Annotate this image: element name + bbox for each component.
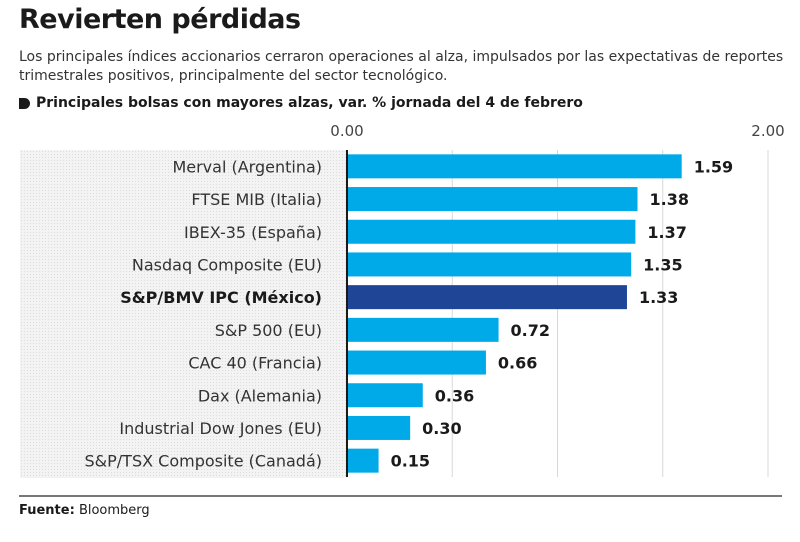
- category-label: Industrial Dow Jones (EU): [119, 419, 322, 438]
- bar: [347, 154, 682, 179]
- value-label: 1.38: [649, 190, 688, 209]
- bar: [347, 383, 423, 408]
- footer-divider: [19, 495, 782, 497]
- source-value: Bloomberg: [78, 503, 150, 518]
- chart-title: Revierten pérdidas: [19, 4, 301, 35]
- chart-subtitle: Los principales índices accionarios cerr…: [19, 49, 784, 84]
- x-tick-label: 0.00: [330, 122, 363, 140]
- bar-chart: 0.00 2.00 Merval (Argentina) 1.59 FTSE MIB (…: [85, 122, 785, 477]
- bar: [347, 350, 486, 375]
- bar: [347, 285, 627, 310]
- category-label: FTSE MIB (Italia): [191, 190, 322, 209]
- chart-description-text: Principales bolsas con mayores alzas, va…: [36, 95, 583, 111]
- value-label: 0.30: [422, 419, 461, 438]
- bar: [347, 187, 638, 212]
- value-label: 0.66: [498, 354, 537, 373]
- source-note: Fuente: Bloomberg: [19, 503, 150, 518]
- category-label: Merval (Argentina): [172, 157, 322, 176]
- value-label: 1.33: [639, 288, 678, 307]
- value-label: 1.37: [647, 223, 686, 242]
- bar: [347, 317, 499, 342]
- category-label: S&P/TSX Composite (Canadá): [85, 452, 323, 471]
- bar: [347, 448, 379, 473]
- category-label: Dax (Alemania): [198, 386, 322, 405]
- tag-marker-icon: [19, 97, 30, 109]
- value-label: 0.72: [511, 321, 550, 340]
- bar: [347, 219, 636, 244]
- category-label: CAC 40 (Francia): [188, 354, 322, 373]
- category-label: IBEX-35 (España): [184, 223, 322, 242]
- value-label: 0.36: [435, 386, 474, 405]
- category-label: S&P 500 (EU): [215, 321, 322, 340]
- bar: [347, 415, 411, 440]
- bar: [347, 252, 632, 277]
- chart-description: Principales bolsas con mayores alzas, va…: [19, 95, 583, 111]
- x-tick-label: 2.00: [751, 122, 784, 140]
- category-label-panel: [20, 150, 347, 478]
- value-label: 1.59: [694, 157, 733, 176]
- source-label: Fuente:: [19, 503, 75, 518]
- category-label: Nasdaq Composite (EU): [132, 255, 322, 274]
- value-label: 1.35: [643, 255, 682, 274]
- value-label: 0.15: [391, 452, 430, 471]
- category-label: S&P/BMV IPC (México): [120, 288, 322, 307]
